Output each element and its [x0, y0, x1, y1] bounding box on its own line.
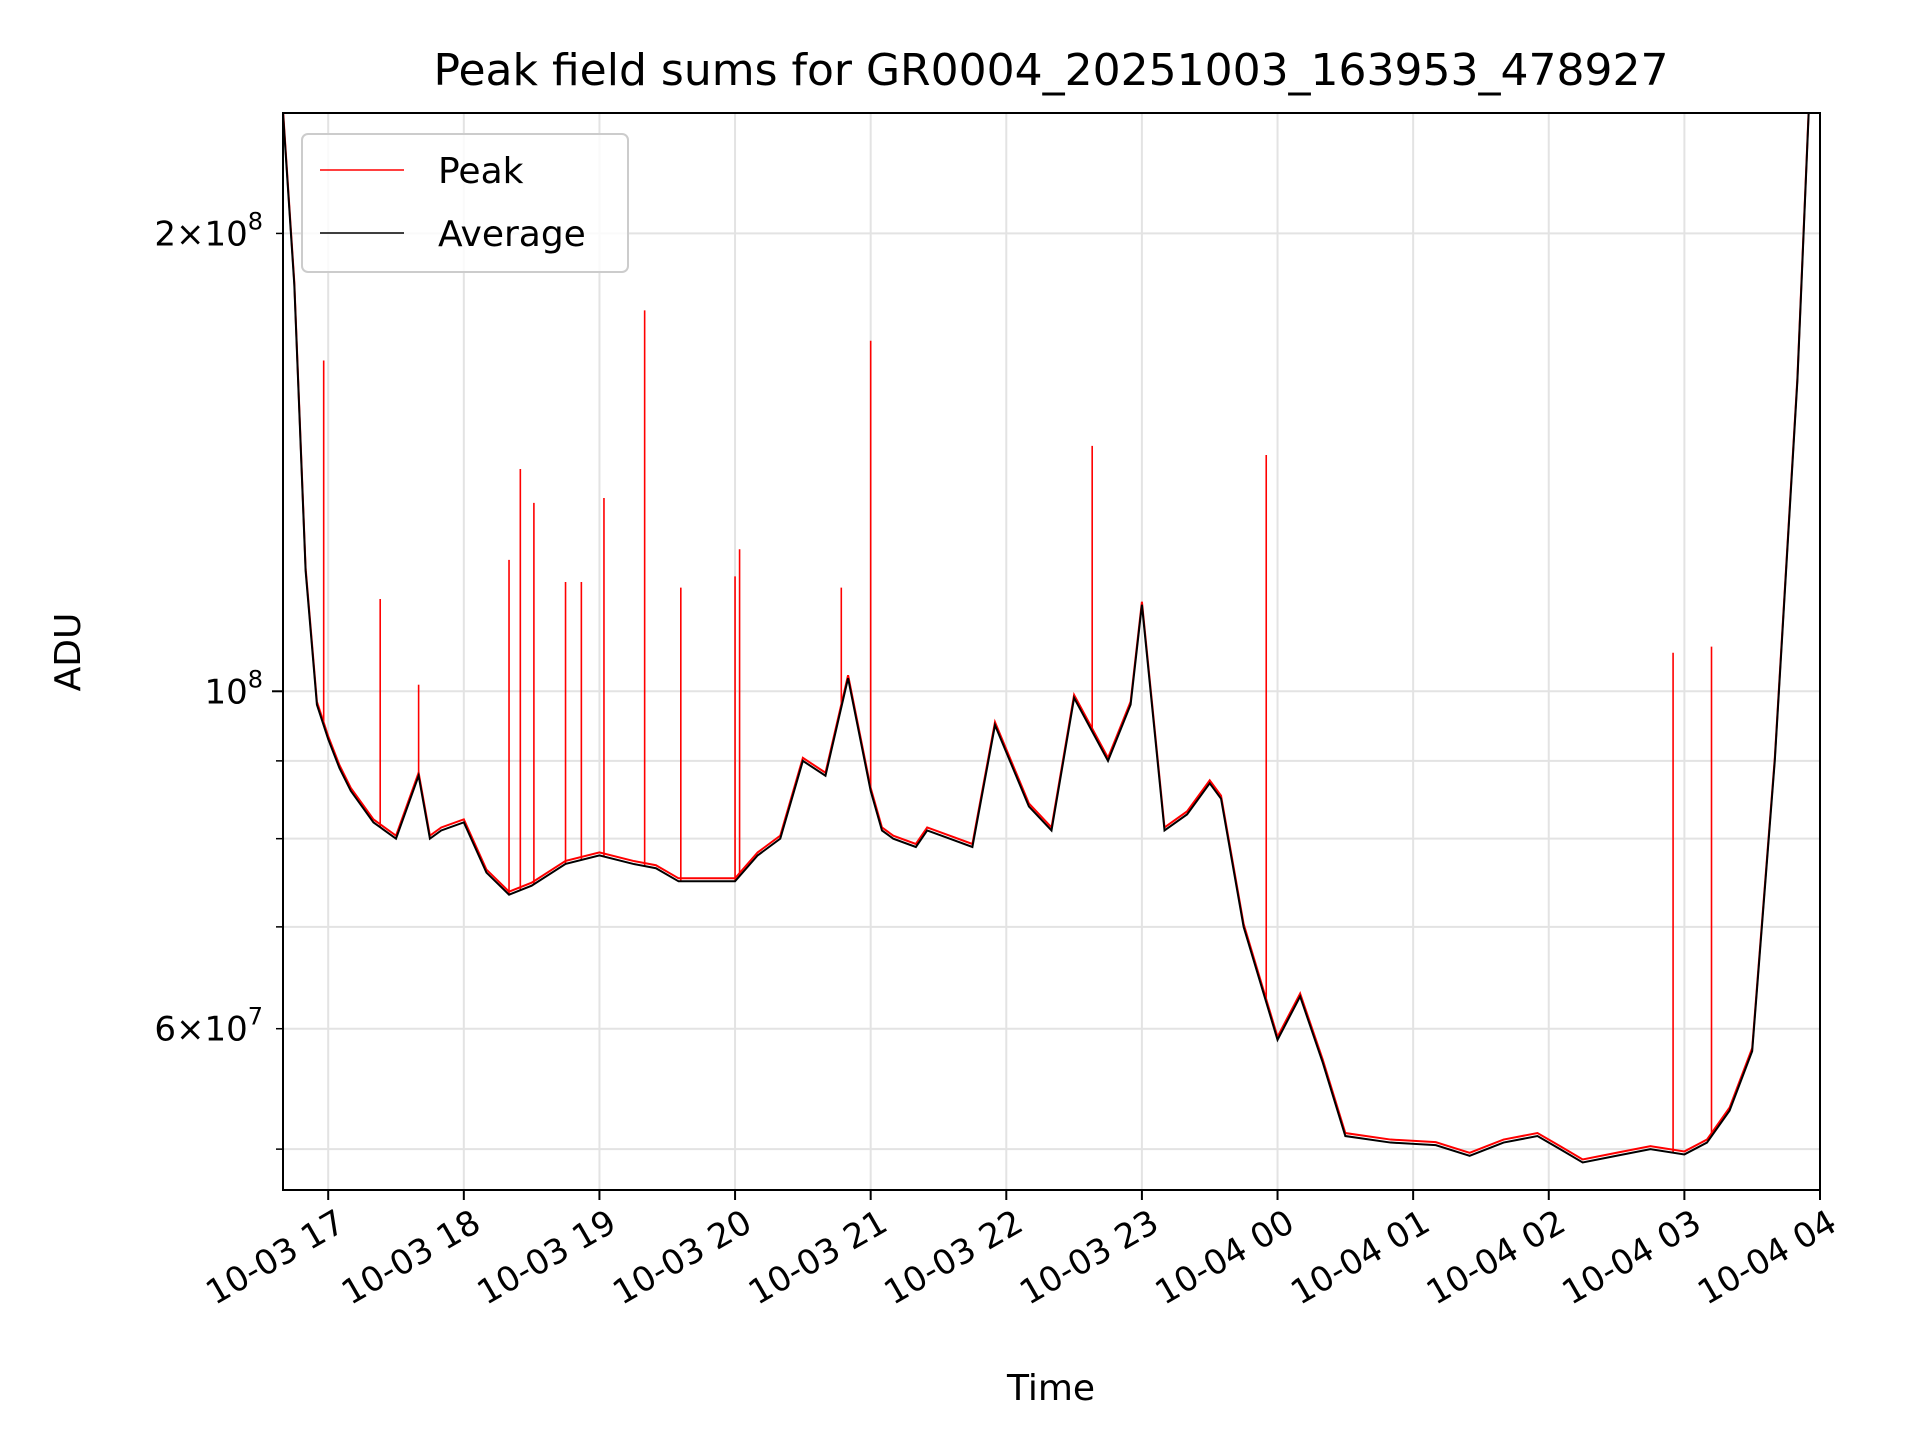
average-series-line — [283, 113, 1810, 1164]
series-layer — [283, 113, 1810, 1164]
x-axis-label: Time — [1006, 1368, 1095, 1409]
legend-box — [301, 133, 629, 273]
y-tick-label: 2×108 — [154, 207, 263, 254]
peak-series-line — [283, 113, 1810, 1161]
legend-label-average: Average — [438, 214, 586, 255]
legend-label-peak: Peak — [438, 151, 524, 192]
y-tick-label: 6×107 — [154, 1003, 263, 1050]
y-tick-label: 108 — [204, 665, 263, 712]
axes-frame — [282, 112, 1821, 1191]
plot-area — [283, 113, 1810, 1164]
legend: Peak Average — [301, 133, 629, 273]
y-axis-ticks: 108 6×107 2×108 — [154, 207, 283, 1150]
chart-title: Peak field sums for GR0004_20251003_1639… — [434, 45, 1669, 96]
y-axis-label: ADU — [48, 613, 89, 692]
